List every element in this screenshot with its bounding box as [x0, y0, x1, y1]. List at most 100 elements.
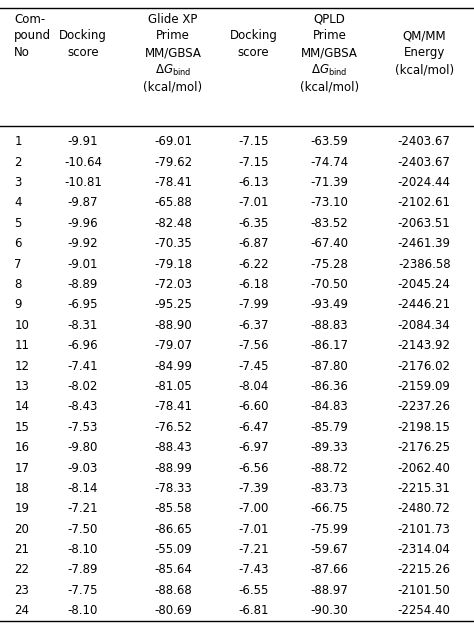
Text: 8: 8 [14, 278, 22, 291]
Text: -6.87: -6.87 [238, 237, 269, 250]
Text: -6.18: -6.18 [238, 278, 269, 291]
Text: -85.58: -85.58 [154, 502, 192, 515]
Text: -90.30: -90.30 [310, 604, 348, 617]
Text: 20: 20 [14, 523, 29, 536]
Text: -2446.21: -2446.21 [398, 299, 451, 311]
Text: 10: 10 [14, 319, 29, 332]
Text: -2143.92: -2143.92 [398, 339, 451, 352]
Text: -2045.24: -2045.24 [398, 278, 451, 291]
Text: -7.21: -7.21 [238, 543, 269, 556]
Text: QM/MM: QM/MM [402, 29, 446, 43]
Text: -84.99: -84.99 [154, 359, 192, 372]
Text: -86.17: -86.17 [310, 339, 348, 352]
Text: -6.47: -6.47 [238, 421, 269, 434]
Text: -6.96: -6.96 [68, 339, 98, 352]
Text: -7.45: -7.45 [238, 359, 269, 372]
Text: -6.60: -6.60 [238, 400, 269, 413]
Text: -85.79: -85.79 [310, 421, 348, 434]
Text: Energy: Energy [403, 46, 445, 59]
Text: 13: 13 [14, 380, 29, 393]
Text: pound: pound [14, 29, 51, 43]
Text: -7.43: -7.43 [238, 563, 269, 577]
Text: score: score [238, 46, 269, 59]
Text: -8.89: -8.89 [68, 278, 98, 291]
Text: -7.15: -7.15 [238, 135, 269, 148]
Text: -84.83: -84.83 [310, 400, 348, 413]
Text: -82.48: -82.48 [154, 217, 192, 230]
Text: -7.75: -7.75 [68, 584, 98, 597]
Text: -95.25: -95.25 [154, 299, 192, 311]
Text: 1: 1 [14, 135, 22, 148]
Text: -7.99: -7.99 [238, 299, 269, 311]
Text: -8.10: -8.10 [68, 604, 98, 617]
Text: -9.80: -9.80 [68, 441, 98, 454]
Text: -59.67: -59.67 [310, 543, 348, 556]
Text: 16: 16 [14, 441, 29, 454]
Text: 12: 12 [14, 359, 29, 372]
Text: -10.64: -10.64 [64, 155, 102, 168]
Text: -7.39: -7.39 [238, 482, 269, 495]
Text: 15: 15 [14, 421, 29, 434]
Text: -2159.09: -2159.09 [398, 380, 451, 393]
Text: (kcal/mol): (kcal/mol) [144, 80, 202, 93]
Text: -75.99: -75.99 [310, 523, 348, 536]
Text: 18: 18 [14, 482, 29, 495]
Text: 17: 17 [14, 461, 29, 475]
Text: -2215.31: -2215.31 [398, 482, 451, 495]
Text: -8.02: -8.02 [68, 380, 98, 393]
Text: MM/GBSA: MM/GBSA [301, 46, 358, 59]
Text: 14: 14 [14, 400, 29, 413]
Text: -2176.02: -2176.02 [398, 359, 451, 372]
Text: -6.56: -6.56 [238, 461, 269, 475]
Text: (kcal/mol): (kcal/mol) [300, 80, 359, 93]
Text: -6.97: -6.97 [238, 441, 269, 454]
Text: QPLD: QPLD [313, 13, 346, 26]
Text: -8.31: -8.31 [68, 319, 98, 332]
Text: 24: 24 [14, 604, 29, 617]
Text: -6.22: -6.22 [238, 257, 269, 270]
Text: -2101.73: -2101.73 [398, 523, 451, 536]
Text: -75.28: -75.28 [310, 257, 348, 270]
Text: MM/GBSA: MM/GBSA [145, 46, 201, 59]
Text: -2102.61: -2102.61 [398, 197, 451, 209]
Text: -78.41: -78.41 [154, 176, 192, 189]
Text: -74.74: -74.74 [310, 155, 348, 168]
Text: -88.97: -88.97 [310, 584, 348, 597]
Text: -83.52: -83.52 [310, 217, 348, 230]
Text: -2176.25: -2176.25 [398, 441, 451, 454]
Text: 9: 9 [14, 299, 22, 311]
Text: -9.91: -9.91 [68, 135, 98, 148]
Text: -2062.40: -2062.40 [398, 461, 451, 475]
Text: -2101.50: -2101.50 [398, 584, 451, 597]
Text: -65.88: -65.88 [154, 197, 192, 209]
Text: -7.50: -7.50 [68, 523, 98, 536]
Text: -7.21: -7.21 [68, 502, 98, 515]
Text: -2024.44: -2024.44 [398, 176, 451, 189]
Text: $\Delta G_{\mathrm{bind}}$: $\Delta G_{\mathrm{bind}}$ [311, 63, 347, 78]
Text: -88.90: -88.90 [154, 319, 192, 332]
Text: -89.33: -89.33 [310, 441, 348, 454]
Text: -2063.51: -2063.51 [398, 217, 451, 230]
Text: $\Delta G_{\mathrm{bind}}$: $\Delta G_{\mathrm{bind}}$ [155, 63, 191, 78]
Text: -9.87: -9.87 [68, 197, 98, 209]
Text: -2314.04: -2314.04 [398, 543, 451, 556]
Text: -80.69: -80.69 [154, 604, 192, 617]
Text: -7.53: -7.53 [68, 421, 98, 434]
Text: -9.01: -9.01 [68, 257, 98, 270]
Text: -88.99: -88.99 [154, 461, 192, 475]
Text: -88.83: -88.83 [310, 319, 348, 332]
Text: -88.72: -88.72 [310, 461, 348, 475]
Text: -2403.67: -2403.67 [398, 155, 451, 168]
Text: Com-: Com- [14, 13, 46, 26]
Text: 3: 3 [14, 176, 22, 189]
Text: -78.33: -78.33 [154, 482, 192, 495]
Text: 21: 21 [14, 543, 29, 556]
Text: -8.04: -8.04 [238, 380, 269, 393]
Text: No: No [14, 46, 30, 59]
Text: -9.96: -9.96 [68, 217, 98, 230]
Text: 6: 6 [14, 237, 22, 250]
Text: -8.10: -8.10 [68, 543, 98, 556]
Text: -7.41: -7.41 [68, 359, 98, 372]
Text: -2403.67: -2403.67 [398, 135, 451, 148]
Text: -83.73: -83.73 [310, 482, 348, 495]
